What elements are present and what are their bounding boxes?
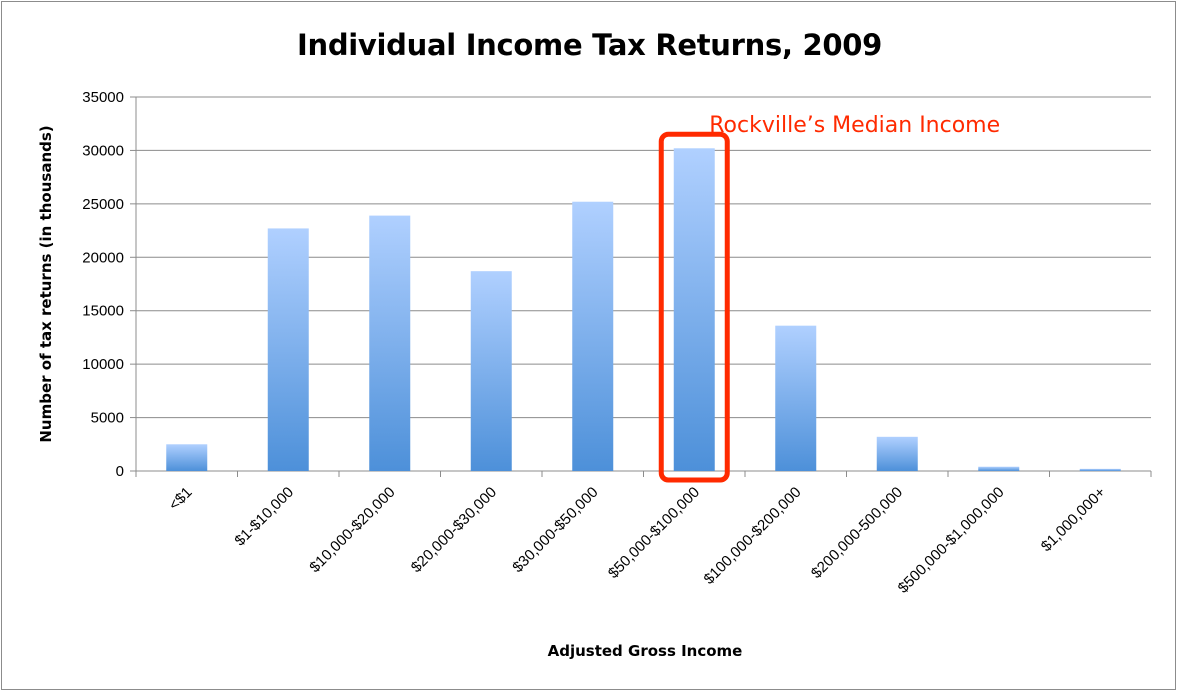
bar	[1079, 468, 1121, 471]
bar	[369, 215, 411, 471]
y-tick-label: 30000	[82, 142, 124, 159]
x-tick-label: $30,000-$50,000	[509, 484, 601, 576]
x-tick-label: $200,000-500,000	[808, 484, 906, 582]
x-tick-label: $100,000-$200,000	[701, 484, 805, 588]
bar	[166, 444, 208, 471]
y-tick-label: 20000	[82, 249, 124, 266]
x-tick-label: $50,000-$100,000	[605, 484, 703, 582]
bars	[166, 148, 1121, 471]
chart-title: Individual Income Tax Returns, 2009	[297, 28, 882, 62]
x-tick-label: $20,000-$30,000	[408, 484, 500, 576]
y-tick-label: 10000	[82, 356, 124, 373]
y-tick-label: 15000	[82, 303, 124, 320]
x-axis-label: Adjusted Gross Income	[548, 642, 743, 660]
annotation-label: Rockville’s Median Income	[709, 113, 1000, 138]
y-tick-label: 25000	[82, 196, 124, 213]
bar	[673, 148, 715, 471]
highlight-box	[658, 131, 730, 483]
x-tick-label: $1-$10,000	[231, 484, 297, 550]
bar	[267, 228, 309, 471]
bar	[978, 466, 1020, 471]
bar	[775, 325, 817, 471]
bar	[470, 271, 512, 471]
y-tick-label: 35000	[82, 89, 124, 106]
bar	[876, 436, 918, 471]
x-tick-label: <$1	[166, 484, 196, 514]
y-tick-label: 5000	[91, 410, 124, 427]
x-tick-labels: <$1 $1-$10,000 $10,000-$20,000 $20,000-$30,…	[166, 484, 1110, 597]
bar	[572, 201, 614, 471]
x-tick-label: $500,000-$1,000,000	[895, 484, 1008, 597]
y-tick-label: 0	[116, 463, 124, 480]
y-axis-label: Number of tax returns (in thousands)	[37, 125, 55, 442]
y-tick-labels: 0 5000 10000 15000 20000 25000 30000 35000	[82, 89, 124, 480]
x-tick-label: $1,000,000+	[1038, 484, 1109, 555]
x-tick-label: $10,000-$20,000	[306, 484, 398, 576]
annotation-group: Rockville’s Median Income	[658, 113, 1000, 483]
